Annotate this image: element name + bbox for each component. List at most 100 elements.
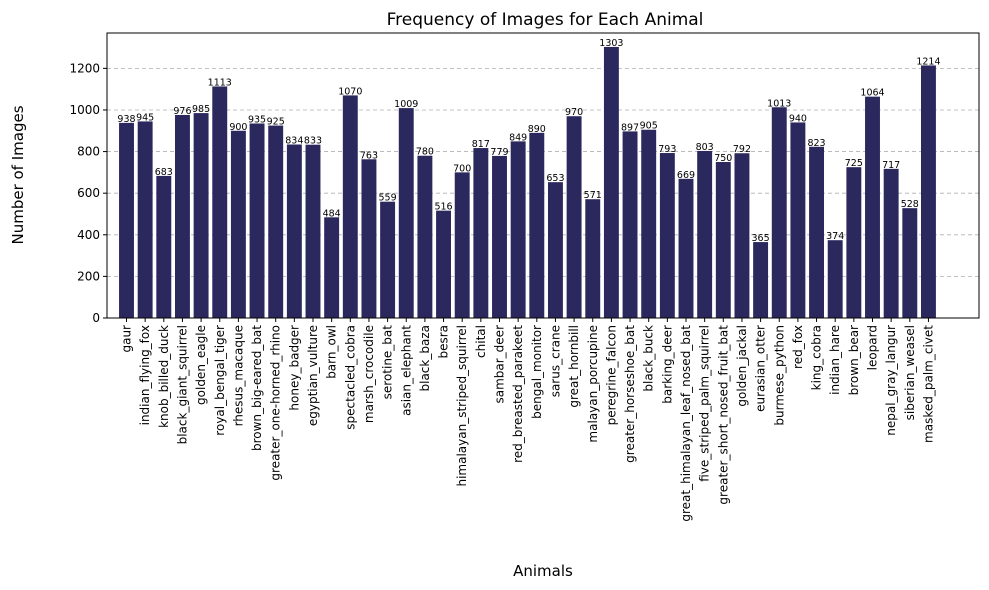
data-label-masked_palm_civet: 1214: [916, 56, 940, 67]
x-tick-label-great_hornbill: great_hornbill: [567, 325, 581, 408]
bar-marsh_crocodile: [361, 159, 377, 318]
x-tick-label-malayan_porcupine: malayan_porcupine: [586, 325, 600, 443]
bar-honey_badger: [286, 144, 302, 318]
x-tick-label-black_buck: black_buck: [642, 325, 656, 392]
bar-barn_owl: [324, 217, 340, 318]
data-label-indian_flying_fox: 945: [136, 112, 154, 123]
x-tick-label-besra: besra: [437, 325, 451, 359]
bar-spectacled_cobra: [342, 95, 358, 319]
data-label-great_hornbill: 970: [565, 107, 583, 118]
bar-golden_jackal: [734, 153, 750, 318]
data-label-knob_billed_duck: 683: [155, 167, 173, 178]
x-axis-label: Animals: [513, 562, 573, 580]
data-label-golden_eagle: 985: [192, 104, 210, 115]
data-label-brown_big-eared_bat: 935: [248, 114, 266, 125]
data-label-sarus_crane: 653: [546, 173, 564, 184]
x-tick-label-nepal_gray_langur: nepal_gray_langur: [884, 325, 898, 436]
x-tick-label-asian_elephant: asian_elephant: [399, 325, 413, 416]
bar-egyptian_vulture: [305, 144, 321, 318]
x-tick-label-black_giant_squirrel: black_giant_squirrel: [175, 325, 189, 444]
data-label-king_cobra: 823: [807, 138, 825, 149]
bar-indian_flying_fox: [137, 121, 153, 318]
x-tick-label-serotine_bat: serotine_bat: [381, 325, 395, 400]
x-tick-label-masked_palm_civet: masked_palm_civet: [921, 325, 935, 443]
x-tick-label-greater_one-horned_rhino: greater_one-horned_rhino: [269, 325, 283, 481]
bar-peregrine_falcon: [603, 46, 619, 318]
x-tick-label-himalayan_striped_squirrel: himalayan_striped_squirrel: [455, 325, 469, 487]
x-tick-label-greater_horseshoe_bat: greater_horseshoe_bat: [623, 325, 637, 463]
bars: [119, 46, 936, 319]
bar-himalayan_striped_squirrel: [454, 172, 470, 318]
data-label-golden_jackal: 792: [733, 144, 751, 155]
bar-black_giant_squirrel: [174, 114, 190, 318]
data-label-malayan_porcupine: 571: [584, 190, 602, 201]
x-tick-label-red_breasted_parakeet: red_breasted_parakeet: [511, 325, 525, 463]
x-tick-label-honey_badger: honey_badger: [287, 325, 301, 411]
x-tick-label-red_fox: red_fox: [791, 325, 805, 369]
x-tick-label-barking_deer: barking_deer: [660, 325, 674, 404]
bar-five_striped_palm_squirrel: [697, 150, 713, 318]
x-tick-label-sarus_crane: sarus_crane: [548, 325, 562, 397]
data-label-gaur: 938: [117, 114, 135, 125]
x-tick-label-king_cobra: king_cobra: [810, 325, 824, 390]
data-label-serotine_bat: 559: [379, 193, 397, 204]
x-tick-label-five_striped_palm_squirrel: five_striped_palm_squirrel: [698, 325, 712, 482]
x-tick-label-brown_big-eared_bat: brown_big-eared_bat: [250, 325, 264, 451]
x-tick-label-golden_jackal: golden_jackal: [735, 325, 749, 407]
data-label-barking_deer: 793: [658, 144, 676, 155]
bar-golden_eagle: [193, 113, 209, 318]
bar-barking_deer: [659, 153, 675, 318]
x-tick-label-bengal_monitor: bengal_monitor: [530, 325, 544, 419]
x-tick-label-rhesus_macaque: rhesus_macaque: [231, 325, 245, 426]
data-label-sambar_deer: 779: [490, 147, 508, 158]
data-label-honey_badger: 834: [285, 136, 303, 147]
bar-malayan_porcupine: [585, 199, 601, 318]
bar-gaur: [119, 122, 134, 318]
data-label-great_himalayan_leaf_nosed_bat: 669: [677, 170, 695, 181]
bar-royal_bengal_tiger: [212, 86, 228, 318]
data-label-leopard: 1064: [860, 88, 884, 99]
data-label-indian_hare: 374: [826, 231, 844, 242]
x-tick-label-brown_bear: brown_bear: [847, 325, 861, 395]
x-tick-label-burmese_python: burmese_python: [772, 325, 786, 426]
bar-great_himalayan_leaf_nosed_bat: [678, 178, 694, 318]
x-tick-label-black_baza: black_baza: [418, 325, 432, 391]
data-label-brown_bear: 725: [845, 158, 863, 169]
x-tick-label-indian_hare: indian_hare: [828, 325, 842, 395]
data-label-greater_short_nosed_fruit_bat: 750: [714, 153, 732, 164]
data-label-black_buck: 905: [640, 121, 658, 132]
bar-nepal_gray_langur: [883, 168, 899, 318]
bar-brown_big-eared_bat: [249, 123, 265, 318]
data-label-red_breasted_parakeet: 849: [509, 132, 527, 143]
bar-black_buck: [641, 129, 657, 318]
chart-title: Frequency of Images for Each Animal: [387, 10, 704, 30]
data-label-chital: 817: [472, 139, 490, 150]
y-tick-label: 400: [77, 228, 100, 242]
data-label-asian_elephant: 1009: [394, 99, 418, 110]
bar-brown_bear: [846, 167, 862, 318]
data-label-black_baza: 780: [416, 147, 434, 158]
bar-knob_billed_duck: [156, 175, 172, 318]
data-label-besra: 516: [434, 202, 452, 213]
x-tick-label-eurasian_otter: eurasian_otter: [754, 325, 768, 412]
data-label-spectacled_cobra: 1070: [338, 86, 362, 97]
data-label-marsh_crocodile: 763: [360, 150, 378, 161]
y-tick-label: 800: [77, 145, 100, 159]
y-axis-ticks: 0 200 400 600 800 1000 1200: [69, 61, 107, 325]
bar-masked_palm_civet: [920, 65, 936, 319]
x-tick-label-royal_bengal_tiger: royal_bengal_tiger: [213, 325, 227, 436]
x-tick-label-leopard: leopard: [866, 325, 880, 370]
bar-leopard: [865, 96, 880, 318]
x-tick-label-siberian_weasel: siberian_weasel: [903, 325, 917, 420]
bar-bengal_monitor: [529, 132, 545, 318]
x-tick-label-knob_billed_duck: knob_billed_duck: [157, 325, 171, 428]
x-tick-label-indian_flying_fox: indian_flying_fox: [138, 325, 152, 425]
data-label-egyptian_vulture: 833: [304, 136, 322, 147]
x-tick-label-chital: chital: [474, 325, 488, 358]
data-label-burmese_python: 1013: [767, 98, 791, 109]
x-axis-ticks: gaur indian_flying_fox knob_billed_duck bla…: [120, 318, 935, 522]
x-tick-label-marsh_crocodile: marsh_crocodile: [362, 325, 376, 423]
x-tick-label-great_himalayan_leaf_nosed_bat: great_himalayan_leaf_nosed_bat: [679, 325, 693, 522]
bar-red_breasted_parakeet: [510, 141, 526, 318]
